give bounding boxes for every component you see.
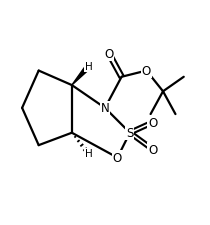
- Polygon shape: [72, 65, 91, 86]
- Text: O: O: [142, 65, 151, 78]
- Text: O: O: [113, 151, 122, 164]
- Text: N: N: [101, 102, 109, 115]
- Text: O: O: [105, 48, 114, 61]
- Text: S: S: [126, 127, 134, 140]
- Text: O: O: [148, 116, 157, 129]
- Text: H: H: [85, 62, 92, 72]
- Text: O: O: [148, 143, 157, 156]
- Text: H: H: [85, 149, 92, 159]
